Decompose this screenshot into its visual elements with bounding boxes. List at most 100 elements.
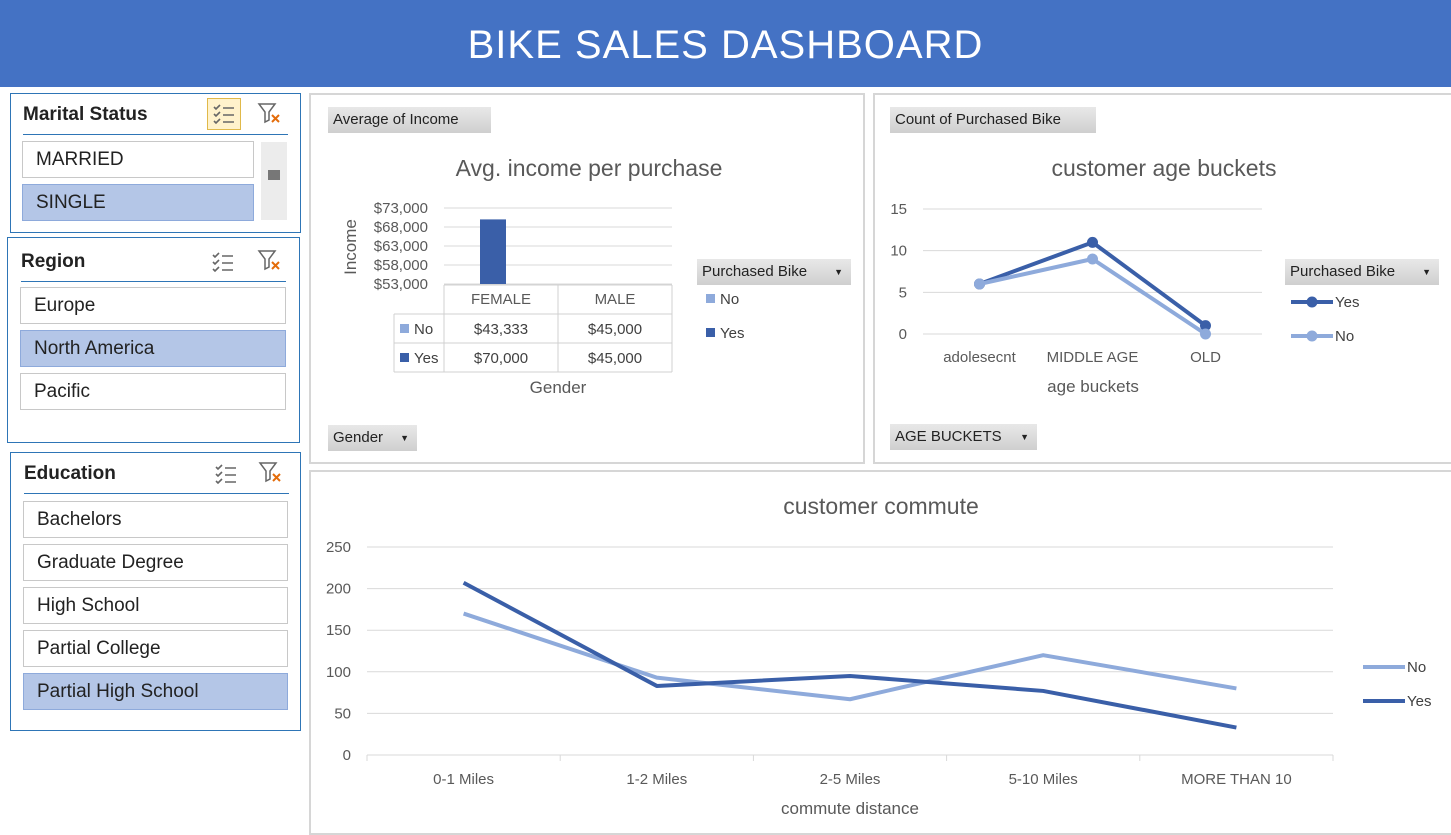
y-tick-label: 200: [326, 581, 351, 598]
value-field-button[interactable]: Average of Income: [328, 107, 491, 133]
y-tick-label: 50: [334, 705, 351, 722]
slicer-title: Marital Status: [23, 104, 148, 125]
multi-select-icon[interactable]: [207, 247, 239, 277]
slicer-title: Education: [24, 463, 116, 484]
slicer-item[interactable]: North America: [20, 330, 286, 367]
table-series-label: Yes: [414, 350, 438, 367]
axis-field-button[interactable]: Gender ▼: [328, 425, 417, 451]
category-label: FEMALE: [471, 291, 531, 308]
slicer-divider: [23, 134, 288, 135]
legend-key: [706, 328, 715, 337]
legend-marker: [1306, 296, 1318, 308]
dropdown-arrow-icon: ▼: [834, 267, 843, 277]
axis-field-label: Gender: [333, 429, 384, 446]
table-series-label: No: [414, 321, 433, 338]
chart-title: customer commute: [783, 493, 979, 519]
category-label: MIDDLE AGE: [1047, 349, 1139, 366]
chart-title: customer age buckets: [1051, 155, 1276, 181]
category-label: OLD: [1190, 349, 1221, 366]
dropdown-arrow-icon: ▼: [1422, 267, 1431, 277]
y-tick-label: $68,000: [374, 219, 428, 236]
x-axis-label: Gender: [530, 378, 587, 397]
dashboard-title: BIKE SALES DASHBOARD: [0, 0, 1451, 87]
dropdown-arrow-icon: ▼: [1020, 432, 1029, 442]
y-axis-label: Income: [341, 219, 360, 275]
scrollbar-thumb[interactable]: [268, 170, 280, 180]
legend-label: No: [1335, 328, 1354, 345]
category-label: 2-5 Miles: [820, 771, 881, 788]
legend-field-label: Purchased Bike: [1290, 263, 1396, 280]
legend-label: Yes: [1335, 294, 1359, 311]
table-legend-key: [400, 353, 409, 362]
category-label: adolesecnt: [943, 349, 1016, 366]
slicer-item[interactable]: Graduate Degree: [23, 544, 288, 581]
clear-filter-icon[interactable]: [256, 459, 286, 487]
data-point-no: [1087, 253, 1098, 265]
y-tick-label: $73,000: [374, 200, 428, 217]
legend-label: Yes: [1407, 693, 1431, 710]
legend-label: No: [1407, 659, 1426, 676]
value-field-button[interactable]: Count of Purchased Bike: [890, 107, 1096, 133]
slicer-item[interactable]: MARRIED: [22, 141, 254, 178]
y-tick-label: 10: [890, 243, 907, 260]
table-legend-key: [400, 324, 409, 333]
slicer-item[interactable]: Partial College: [23, 630, 288, 667]
clear-filter-icon[interactable]: [255, 247, 285, 275]
y-tick-label: 15: [890, 201, 907, 218]
panel-avg-income: Average of Income Gender ▼ Purchased Bik…: [309, 93, 865, 464]
y-tick-label: 150: [326, 622, 351, 639]
legend-field-button[interactable]: Purchased Bike ▼: [1285, 259, 1439, 285]
data-label: $45,000: [588, 321, 642, 338]
x-axis-label: commute distance: [781, 799, 919, 818]
age-chart: customer age buckets 15 10 5 0 adolesecnt MIDD…: [890, 155, 1359, 396]
legend-field-label: Purchased Bike: [702, 263, 808, 280]
multi-select-icon[interactable]: [207, 98, 241, 130]
data-point-yes: [1200, 320, 1211, 332]
legend-field-button[interactable]: Purchased Bike ▼: [697, 259, 851, 285]
axis-field-button[interactable]: AGE BUCKETS ▼: [890, 424, 1037, 450]
y-tick-label: $63,000: [374, 238, 428, 255]
y-tick-label: 5: [899, 284, 907, 301]
dropdown-arrow-icon: ▼: [400, 433, 409, 443]
category-label: 1-2 Miles: [626, 771, 687, 788]
chart-title: Avg. income per purchase: [456, 155, 723, 181]
slicer-education: Education Bachelors Graduate Degree High S…: [10, 452, 301, 731]
panel-commute: customer commute 250 200 150 100 50 0 0-1 Miles…: [309, 470, 1451, 835]
slicer-region: Region Europe North America Pacific: [7, 237, 300, 443]
legend-label: No: [720, 291, 739, 308]
axis-field-label: AGE BUCKETS: [895, 428, 1002, 445]
series-line-no: [462, 611, 1237, 702]
income-chart: Avg. income per purchase $73,000 $68,000 $6…: [341, 155, 744, 397]
slicer-item[interactable]: Europe: [20, 287, 286, 324]
slicer-item[interactable]: High School: [23, 587, 288, 624]
slicer-item[interactable]: SINGLE: [22, 184, 254, 221]
y-tick-label: 0: [343, 747, 351, 764]
legend-marker: [1306, 330, 1318, 342]
slicer-item[interactable]: Partial High School: [23, 673, 288, 710]
legend-key: [706, 294, 715, 303]
slicer-marital-status: Marital Status MARRIED SINGLE: [10, 93, 301, 233]
slicer-item[interactable]: Pacific: [20, 373, 286, 410]
slicer-title: Region: [21, 251, 86, 272]
data-point-yes: [1087, 236, 1098, 248]
data-label: $43,333: [474, 321, 528, 338]
slicer-divider: [21, 281, 286, 282]
legend-label: Yes: [720, 325, 744, 342]
slicer-scrollbar[interactable]: [261, 142, 287, 220]
y-tick-label: 250: [326, 539, 351, 556]
slicer-item[interactable]: Bachelors: [23, 501, 288, 538]
multi-select-icon[interactable]: [210, 459, 242, 489]
data-label: $45,000: [588, 350, 642, 367]
clear-filter-icon[interactable]: [255, 100, 285, 128]
series-line-yes: [462, 581, 1237, 730]
commute-chart: customer commute 250 200 150 100 50 0 0-1 Miles…: [326, 493, 1432, 818]
data-label: $70,000: [474, 350, 528, 367]
data-point-no: [1200, 328, 1211, 340]
bar-yes: [480, 219, 506, 284]
slicer-divider: [24, 493, 289, 494]
category-label: MALE: [595, 291, 636, 308]
y-tick-label: 0: [899, 326, 907, 343]
panel-age-buckets: Count of Purchased Bike AGE BUCKETS ▼ Pu…: [873, 93, 1451, 464]
category-label: 0-1 Miles: [433, 771, 494, 788]
category-label: 5-10 Miles: [1009, 771, 1078, 788]
